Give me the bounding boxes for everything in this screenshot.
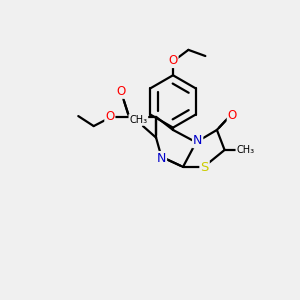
Text: N: N [157, 152, 166, 165]
Text: S: S [200, 161, 209, 174]
Text: O: O [105, 110, 115, 123]
Text: N: N [193, 134, 202, 147]
Text: CH₃: CH₃ [129, 115, 147, 125]
Text: CH₃: CH₃ [236, 145, 254, 155]
Text: O: O [228, 109, 237, 122]
Text: O: O [168, 54, 178, 67]
Text: O: O [117, 85, 126, 98]
